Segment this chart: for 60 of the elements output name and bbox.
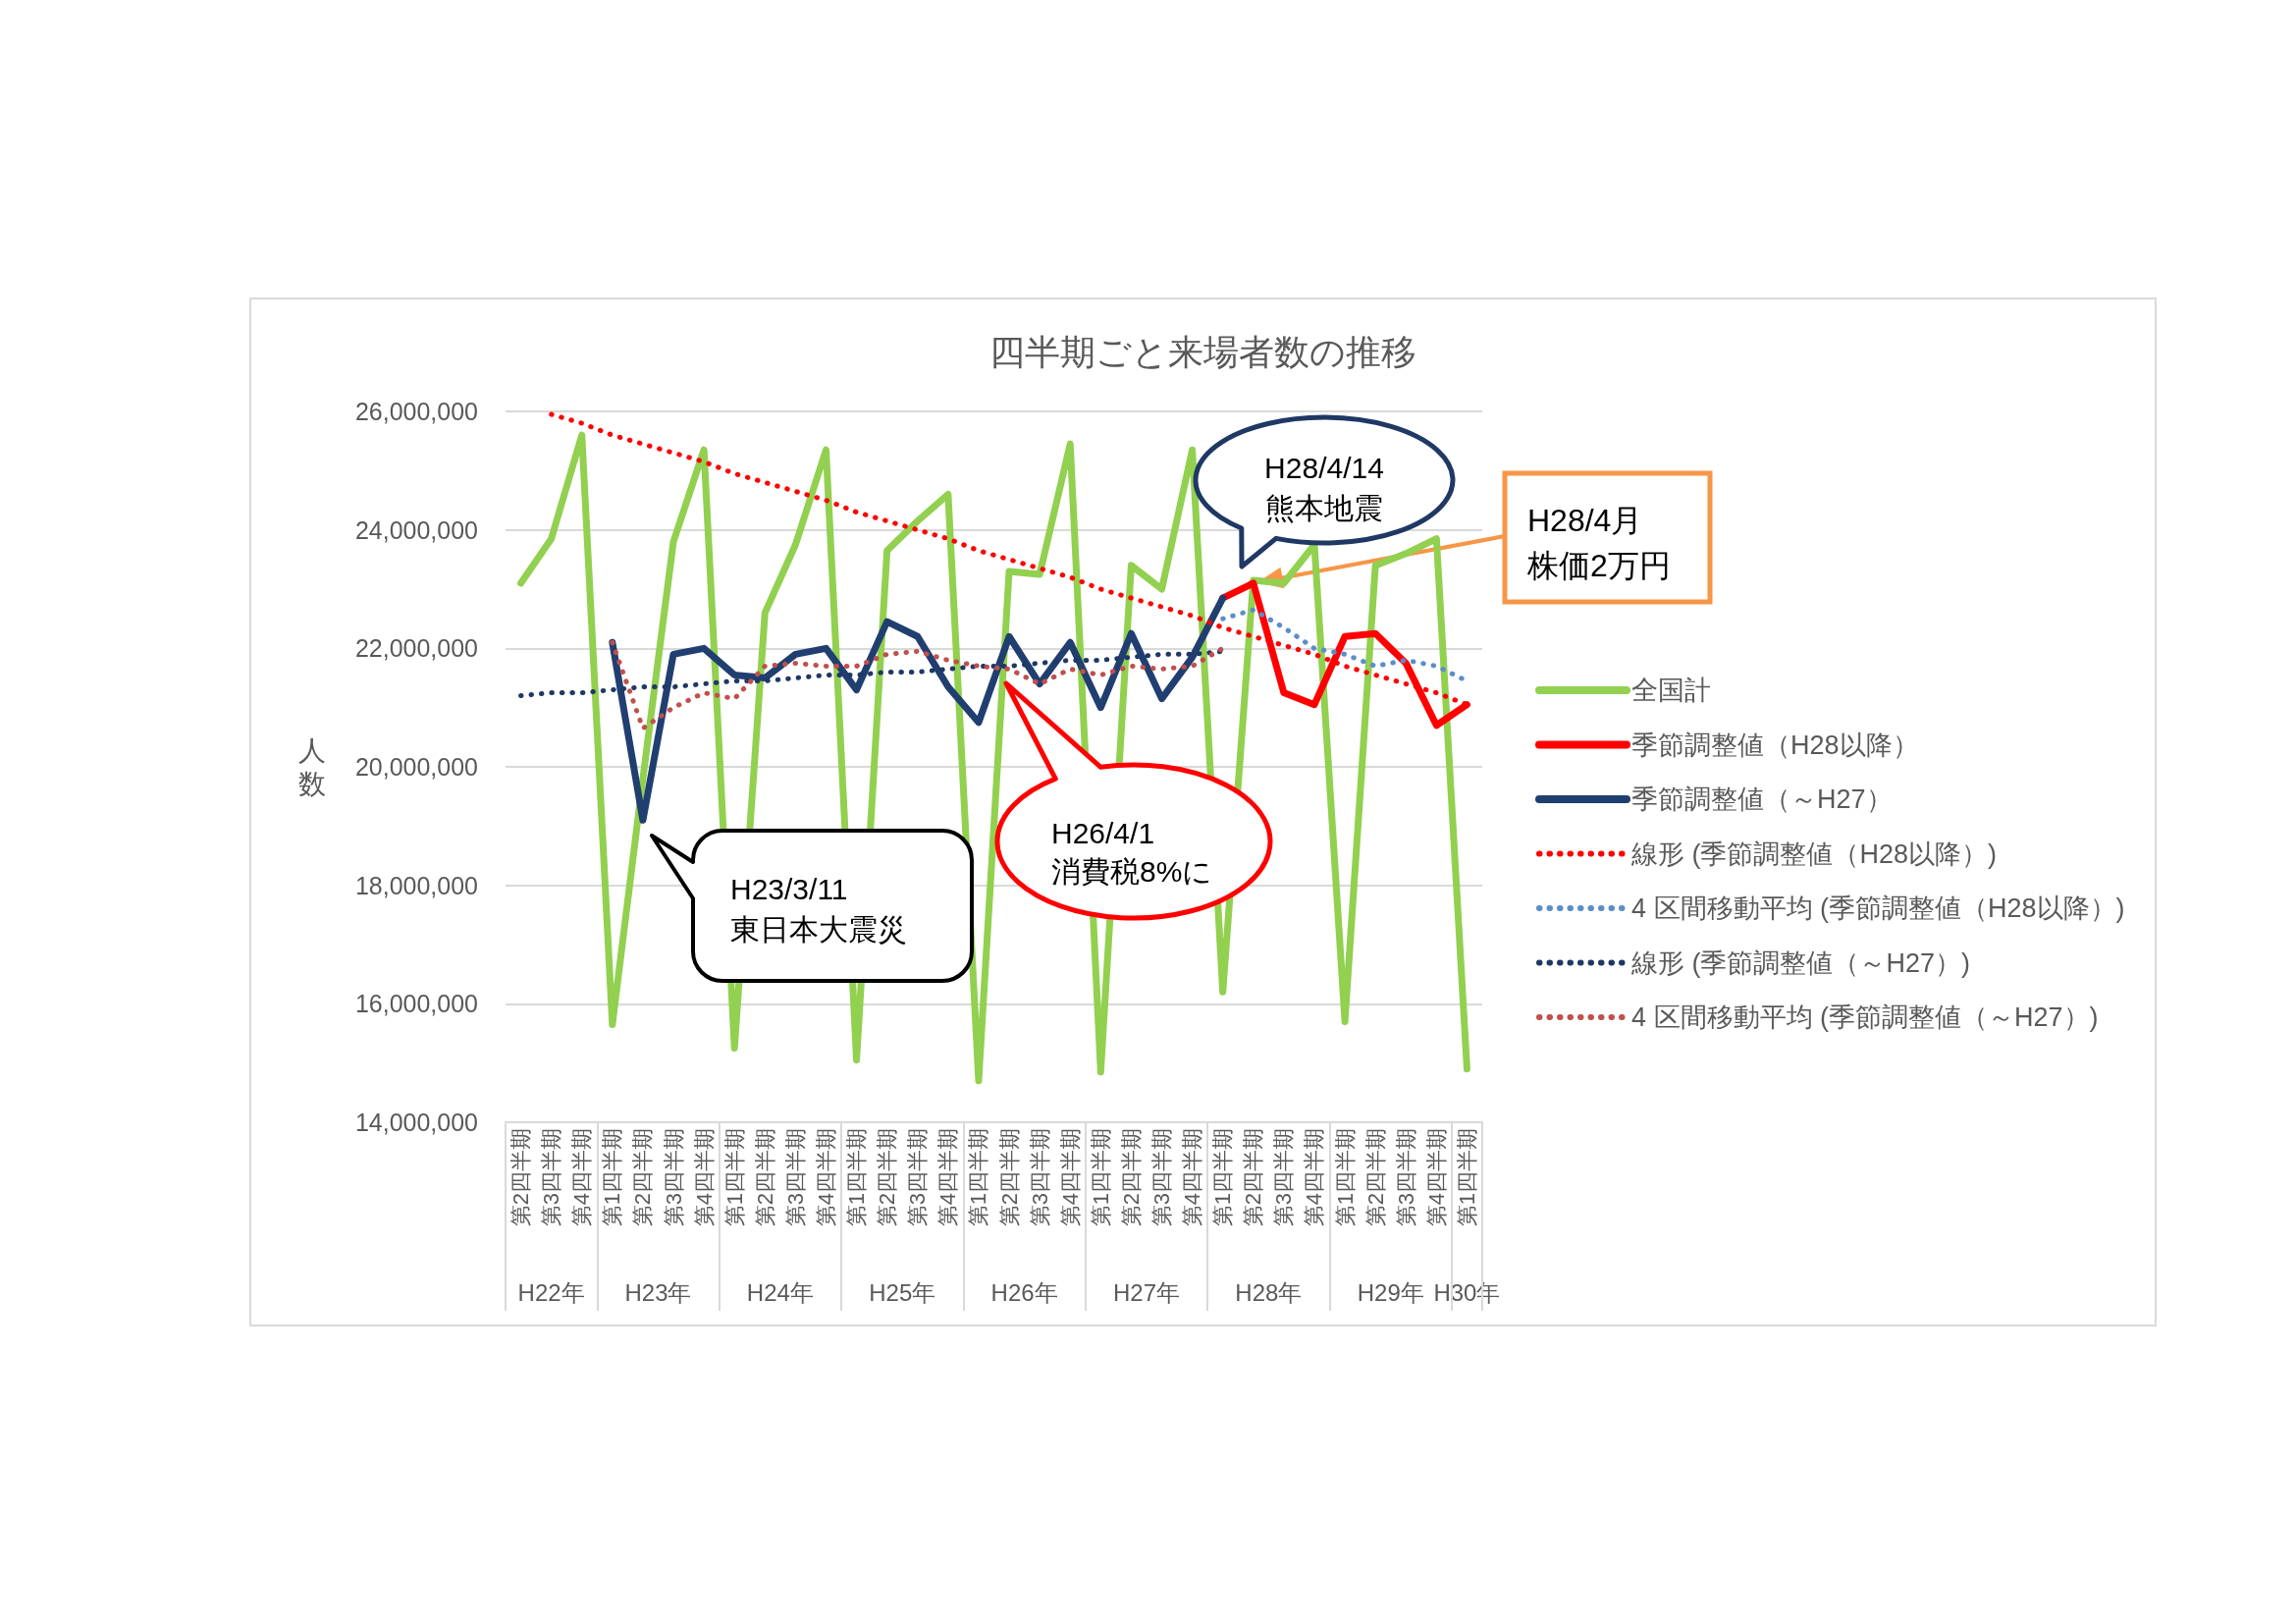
x-tick-label: 第1四半期 [1454,1128,1479,1227]
x-tick-label: 第1四半期 [600,1128,625,1227]
text: H24年 [746,1278,814,1306]
x-tick-label: 第4四半期 [569,1128,595,1227]
legend-label: 4 区間移動平均 (季節調整値（H28以降）) [1631,893,2125,923]
x-tick-label: 第3四半期 [905,1128,931,1227]
x-tick-label: 第1四半期 [1210,1128,1236,1227]
x-tick-label: 第4四半期 [1302,1128,1327,1227]
text: H23年 [624,1278,692,1306]
x-tick-label: 第3四半期 [1271,1128,1297,1227]
y-tick-label: 22,000,000 [354,634,478,663]
x-tick-label: 第2四半期 [630,1128,656,1227]
x-tick-label: 第3四半期 [1149,1128,1175,1227]
x-tick-label: 第1四半期 [721,1128,747,1227]
annotation: H28/4/14 熊本地震 [1264,451,1384,524]
legend-label: 4 区間移動平均 (季節調整値（～H27）) [1631,1002,2099,1032]
x-tick-label: 第2四半期 [752,1128,777,1227]
annotation: H23/3/11 東日本大震災 [730,872,907,946]
y-axis-title: 人数 [298,734,326,799]
y-tick-label: 14,000,000 [354,1109,478,1136]
legend-label: 季節調整値（～H27） [1631,785,1893,814]
legend-label: 全国計 [1631,676,1711,705]
x-tick-label: 第2四半期 [996,1128,1022,1227]
x-tick-label: 第3四半期 [782,1128,808,1227]
text: H22年 [517,1278,585,1306]
chart-title: 四半期ごと来場者数の推移 [989,331,1416,372]
x-tick-label: 第1四半期 [966,1128,991,1227]
x-tick-label: 第2四半期 [1118,1128,1144,1227]
x-tick-label: 第2四半期 [1241,1128,1266,1227]
y-tick-label: 24,000,000 [354,515,478,544]
text: H27年 [1112,1278,1180,1306]
x-tick-label: 第3四半期 [539,1128,564,1227]
legend-label: 季節調整値（H28以降） [1631,730,1919,760]
x-tick-label: 第1四半期 [1088,1128,1113,1227]
y-tick-label: 20,000,000 [354,753,478,781]
text: H28/4月株価2万円 [1526,503,1671,583]
x-tick-label: 第2四半期 [875,1128,900,1227]
y-tick-label: 18,000,000 [354,871,478,899]
x-tick-label: 第3四半期 [1393,1128,1418,1227]
x-tick-label: 第4四半期 [1180,1128,1205,1227]
x-tick-label: 第1四半期 [844,1128,870,1227]
y-tick-label: 26,000,000 [354,398,478,425]
text: H29年 [1357,1278,1424,1306]
legend-label: 線形 (季節調整値（H28以降）) [1630,839,1998,869]
x-tick-label: 第4四半期 [1423,1128,1449,1227]
text: H28年 [1235,1278,1303,1306]
x-tick-label: 第3四半期 [661,1128,686,1227]
x-tick-label: 第4四半期 [813,1128,838,1227]
y-tick-label: 16,000,000 [354,990,478,1018]
x-tick-label: 第2四半期 [1362,1128,1388,1227]
x-tick-label: 第1四半期 [1332,1128,1358,1227]
x-tick-label: 第3四半期 [1027,1128,1052,1227]
text: H26年 [990,1278,1058,1306]
x-tick-label: 第4四半期 [935,1128,961,1227]
x-tick-label: 第4四半期 [1057,1128,1083,1227]
legend-label: 線形 (季節調整値（～H27）) [1630,947,1971,978]
x-tick-label: 第2四半期 [508,1128,534,1227]
text: H25年 [869,1278,936,1306]
annotation: H26/4/1 消費税8%に [1051,816,1213,888]
x-tick-label: 第4四半期 [691,1128,717,1227]
